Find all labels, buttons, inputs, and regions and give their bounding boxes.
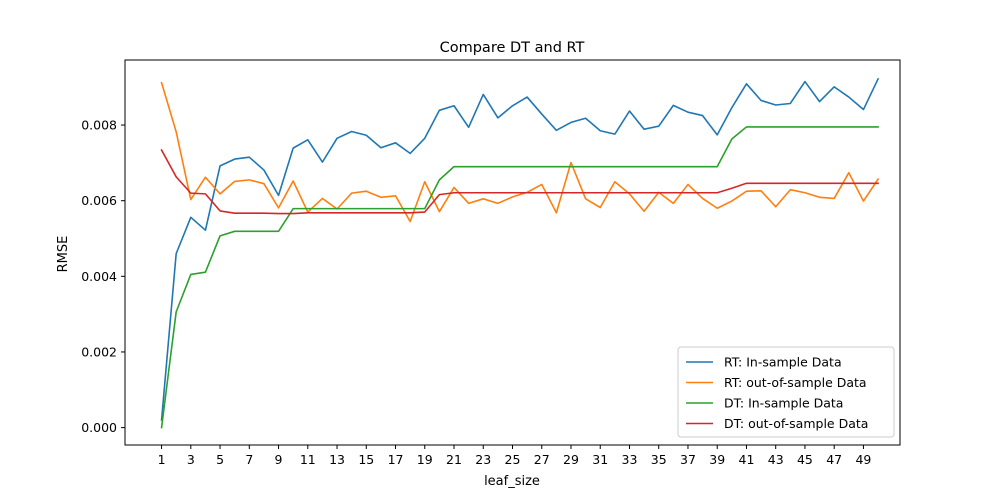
series-line-3	[160, 126, 879, 429]
x-tick-label: 7	[245, 452, 253, 467]
x-tick-label: 31	[592, 452, 608, 467]
x-tick-label: 25	[505, 452, 521, 467]
x-tick-label: 49	[855, 452, 871, 467]
plot-area	[124, 59, 901, 446]
legend-label-2: RT: out-of-sample Data	[724, 375, 867, 390]
y-tick-label: 0.006	[81, 193, 117, 208]
x-tick-label: 35	[651, 452, 667, 467]
y-tick-label: 0.002	[81, 344, 117, 359]
chart-title: Compare DT and RT	[440, 40, 585, 56]
x-axis-label: leaf_size	[484, 474, 540, 489]
legend-label-1: RT: In-sample Data	[724, 355, 842, 370]
x-tick-label: 47	[826, 452, 842, 467]
y-axis-ticks: 0.000 0.002 0.004 0.006 0.008	[81, 118, 125, 435]
x-tick-label: 19	[417, 452, 433, 467]
x-tick-label: 41	[739, 452, 755, 467]
series-line-4	[160, 148, 879, 215]
y-axis-label: RMSE	[56, 236, 71, 273]
x-tick-label: 29	[563, 452, 579, 467]
x-tick-label: 11	[300, 452, 316, 467]
legend: RT: In-sample Data RT: out-of-sample Data…	[677, 346, 895, 438]
x-tick-label: 45	[797, 452, 813, 467]
x-tick-label: 13	[329, 452, 345, 467]
series-line-1	[160, 77, 880, 421]
x-tick-label: 37	[680, 452, 696, 467]
x-tick-label: 43	[768, 452, 784, 467]
y-tick-label: 0.008	[81, 118, 117, 133]
x-axis-ticks: 1 3 5 7 9 11 13 15 17 19 21 23 25 27 29 31 33 35 37 39 41 43 4…	[158, 445, 871, 467]
x-tick-label: 27	[534, 452, 550, 467]
legend-label-3: DT: In-sample Data	[724, 396, 843, 411]
y-tick-label: 0.004	[81, 269, 117, 284]
x-tick-label: 39	[709, 452, 725, 467]
legend-label-4: DT: out-of-sample Data	[724, 416, 868, 431]
x-tick-label: 23	[475, 452, 491, 467]
x-tick-label: 1	[158, 452, 166, 467]
y-tick-label: 0.000	[81, 420, 117, 435]
x-tick-label: 33	[622, 452, 638, 467]
legend-box	[677, 346, 895, 438]
x-tick-label: 9	[275, 452, 283, 467]
x-tick-label: 17	[388, 452, 404, 467]
x-tick-label: 21	[446, 452, 462, 467]
series-line-2	[160, 81, 880, 223]
x-tick-label: 15	[358, 452, 374, 467]
x-tick-label: 5	[216, 452, 224, 467]
x-tick-label: 3	[187, 452, 195, 467]
